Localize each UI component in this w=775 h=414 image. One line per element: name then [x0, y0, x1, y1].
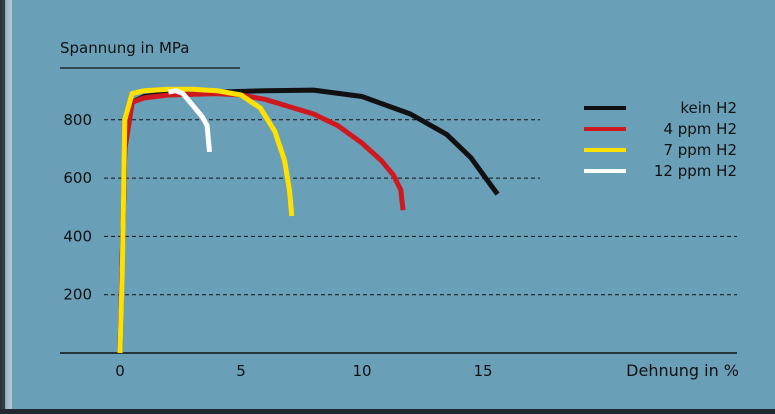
series-line-3	[117, 86, 295, 354]
series-line-2	[117, 91, 406, 354]
series-line-4	[167, 88, 212, 153]
left-edge-strip	[0, 0, 12, 409]
y-tick-label: 800	[63, 111, 92, 129]
x-tick-label: 0	[115, 362, 125, 380]
series-line-1	[117, 87, 500, 354]
x-tick-label: 5	[236, 362, 246, 380]
y-tick-label: 600	[63, 169, 92, 187]
y-tick-label: 400	[63, 227, 92, 245]
x-tick-label: 10	[352, 362, 371, 380]
x-tick-label: 15	[473, 362, 492, 380]
legend-label-1: kein H2	[680, 99, 737, 117]
x-axis-title: Dehnung in %	[626, 361, 739, 380]
legend-label-2: 4 ppm H2	[663, 120, 737, 138]
legend-label-4: 12 ppm H2	[654, 162, 737, 180]
y-axis-title: Spannung in MPa	[60, 39, 190, 57]
legend-label-3: 7 ppm H2	[663, 141, 737, 159]
y-tick-label: 200	[63, 286, 92, 304]
